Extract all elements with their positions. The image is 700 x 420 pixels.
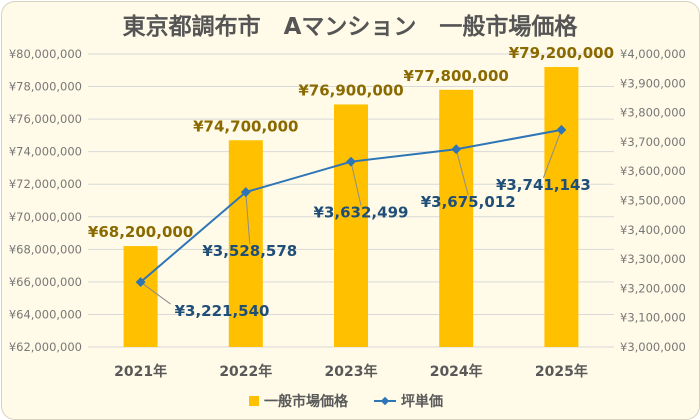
bar-series [123,67,579,348]
legend-label-bar: 一般市場価格 [264,393,349,410]
left-tick-label: ¥74,000,000 [9,145,82,159]
right-tick-label: ¥3,400,000 [620,223,686,237]
left-tick-label: ¥66,000,000 [9,275,82,289]
right-tick-label: ¥3,500,000 [620,194,686,208]
left-tick-label: ¥68,000,000 [9,242,82,256]
bar [439,89,474,348]
bar-data-label: ¥68,200,000 [88,223,193,241]
line-data-label: ¥3,632,499 [314,204,409,222]
category-label: 2025年 [535,363,588,380]
line-series [135,124,567,288]
right-tick-label: ¥3,000,000 [620,340,686,354]
bar-data-label: ¥79,200,000 [509,44,614,62]
leader-line [542,129,562,179]
left-tick-label: ¥76,000,000 [9,112,82,126]
line-marker [556,124,567,135]
line-marker [451,144,462,155]
bar [334,104,368,347]
right-tick-label: ¥3,300,000 [620,252,686,266]
line-data-labels: ¥3,221,540 ¥3,528,578 ¥3,632,499 ¥3,675,012… [175,176,591,320]
leader-line [140,281,171,305]
category-label: 2022年 [219,363,272,380]
bar-data-labels: ¥68,200,000 ¥74,700,000¥76,900,000¥77,800… [88,44,614,241]
left-tick-label: ¥80,000,000 [9,47,82,61]
line-marker [135,277,146,288]
left-tick-label: ¥62,000,000 [9,340,82,354]
bar [228,140,263,347]
bar [544,67,579,348]
bar [123,246,158,347]
line-data-label: ¥3,221,540 [175,302,270,320]
line-marker [346,156,356,167]
category-label: 2024年 [430,363,483,380]
line-data-label: ¥3,741,143 [496,176,591,194]
label-leaders [140,129,562,305]
category-labels: 2021年 2022年 2023年 2024年 2025年 [114,363,588,380]
chart-title: 東京都調布市 Aマンション 一般市場価格 [123,13,579,40]
bar-data-label: ¥76,900,000 [298,81,403,99]
left-tick-label: ¥78,000,000 [9,80,82,94]
category-label: 2023年 [325,363,378,380]
left-tick-label: ¥72,000,000 [9,177,82,191]
legend-label-line: 坪単価 [401,393,443,410]
legend-marker-line [380,396,390,406]
right-tick-label: ¥3,700,000 [620,135,686,149]
line-marker [240,187,251,198]
right-tick-label: ¥3,900,000 [620,76,686,90]
bar-data-label: ¥77,800,000 [404,67,509,85]
left-axis-ticks: ¥62,000,000 ¥64,000,000 ¥66,000,000 ¥68,000… [9,47,82,354]
right-tick-label: ¥3,600,000 [620,164,686,178]
leader-line [245,192,251,245]
right-tick-label: ¥3,100,000 [620,311,686,325]
right-tick-label: ¥4,000,000 [620,47,686,61]
legend: 一般市場価格 坪単価 [249,393,443,410]
leader-line [455,149,469,196]
legend-swatch-bar [249,396,259,406]
right-tick-label: ¥3,200,000 [620,281,686,295]
left-tick-label: ¥64,000,000 [9,307,82,321]
leader-line [350,161,362,206]
bar-data-label: ¥74,700,000 [193,117,298,135]
line-data-label: ¥3,528,578 [202,242,297,260]
right-tick-label: ¥3,800,000 [620,106,686,120]
category-label: 2021年 [114,363,167,380]
right-axis-ticks: ¥3,000,000 ¥3,100,000 ¥3,200,000 ¥3,300,000… [620,47,686,354]
left-tick-label: ¥70,000,000 [9,210,82,224]
line-data-label: ¥3,675,012 [421,193,516,211]
